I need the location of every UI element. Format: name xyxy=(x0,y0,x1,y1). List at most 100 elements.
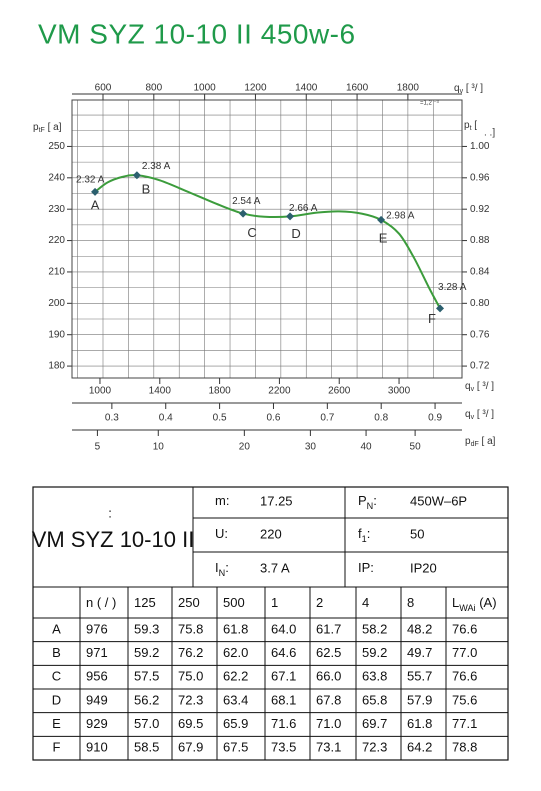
y-tick-label: 210 xyxy=(48,267,65,278)
spec-value: 450W–6P xyxy=(410,493,467,508)
table-cell: 59.2 xyxy=(362,645,387,660)
spec-label: f1: xyxy=(358,526,370,544)
y2-label-sub: t xyxy=(470,125,472,132)
title: VM SYZ 10-10 II 450w-6 xyxy=(38,18,356,49)
table-cell: 78.8 xyxy=(452,740,477,755)
column-header-main: 8 xyxy=(407,595,414,610)
operating-point xyxy=(377,215,386,224)
x-bottom-label-sub: v xyxy=(471,414,475,421)
x-bottom-label: pdF [ a] xyxy=(465,436,496,449)
x-bottom-tick-label: 0.9 xyxy=(428,413,442,424)
y2-tick-label: 0.84 xyxy=(470,267,490,278)
spec-label: U: xyxy=(215,526,228,541)
y2-label-rest: [ xyxy=(472,120,478,131)
y-label-sub: tF xyxy=(39,127,45,134)
table-cell: 75.8 xyxy=(178,621,203,636)
model-name: VM SYZ 10-10 II xyxy=(32,527,195,552)
table-frame xyxy=(32,486,509,761)
x-top-tick-label: 1400 xyxy=(295,83,318,94)
table-cell: 64.0 xyxy=(271,621,296,636)
spec-label: IP: xyxy=(358,560,374,575)
table-cell: 61.7 xyxy=(316,621,341,636)
table-cell: 77.0 xyxy=(452,645,477,660)
y-label: ptF [ a] xyxy=(33,122,62,135)
x-bottom-label-main: q xyxy=(465,409,471,420)
x-bottom-label-rest: [ ³/ ] xyxy=(474,381,494,392)
operating-point xyxy=(91,187,100,196)
y-tick-label: 240 xyxy=(48,172,65,183)
column-header: 250 xyxy=(178,595,200,610)
table-cell: 62.2 xyxy=(223,669,248,684)
x-top-note: =1,2 ⁻³ xyxy=(420,101,439,107)
operating-point xyxy=(132,171,141,180)
x-top-tick-label: 1000 xyxy=(194,83,217,94)
y-tick-label: 190 xyxy=(48,329,65,340)
y-tick-label: 200 xyxy=(48,298,65,309)
table-cell: 910 xyxy=(86,740,108,755)
y2-label-note: . .] xyxy=(484,128,495,139)
y2-tick-label: 0.80 xyxy=(470,298,490,309)
table-cell: 58.5 xyxy=(134,740,159,755)
x-bottom-tick-label: 3000 xyxy=(388,386,411,397)
x-bottom-tick-label: 0.4 xyxy=(159,413,173,424)
spec-label-sub: 1 xyxy=(362,534,367,544)
point-name: E xyxy=(379,230,388,245)
column-header-main: 2 xyxy=(316,595,323,610)
table-cell: 57.9 xyxy=(407,692,432,707)
point-current: 2.98 A xyxy=(386,211,415,222)
table-cell: 59.2 xyxy=(134,645,159,660)
column-header-main: n ( / ) xyxy=(86,595,116,610)
column-header: 4 xyxy=(362,595,369,610)
x-bottom-tick-label: 1400 xyxy=(149,386,172,397)
x-top-label-rest: [ ³/ ] xyxy=(463,83,483,94)
column-header: 125 xyxy=(134,595,156,610)
table-cell: 61.8 xyxy=(407,716,432,731)
table-cell: 75.6 xyxy=(452,692,477,707)
x-bottom-label: qv [ ³/ ] xyxy=(465,381,494,394)
table-cell: B xyxy=(52,645,61,660)
point-current: 2.66 A xyxy=(289,203,318,214)
x-bottom-tick-label: 0.6 xyxy=(267,413,281,424)
y2-tick-label: 0.96 xyxy=(470,172,490,183)
table-cell: F xyxy=(53,740,61,755)
x-bottom-tick-label: 20 xyxy=(239,442,251,453)
x-bottom-label-rest: [ ³/ ] xyxy=(474,409,494,420)
x-bottom-tick-label: 10 xyxy=(153,442,165,453)
table-cell: 67.8 xyxy=(316,692,341,707)
x-bottom-tick-label: 1000 xyxy=(89,386,112,397)
x-bottom-label-main: q xyxy=(465,381,471,392)
table-cell: 55.7 xyxy=(407,669,432,684)
table-cell: 69.7 xyxy=(362,716,387,731)
table-cell: 72.3 xyxy=(178,692,203,707)
y2-tick-label: 0.92 xyxy=(470,204,490,215)
table-cell: 971 xyxy=(86,645,108,660)
column-header: n ( / ) xyxy=(86,595,116,610)
x-bottom-tick-label: 1800 xyxy=(208,386,231,397)
x-bottom-label: qv [ ³/ ] xyxy=(465,409,494,422)
x-bottom-label-rest: [ a] xyxy=(479,436,496,447)
x-bottom-label-sub: dF xyxy=(471,441,479,448)
y2-tick-label: 0.72 xyxy=(470,361,490,372)
table-cell: 57.0 xyxy=(134,716,159,731)
table-cell: 71.0 xyxy=(316,716,341,731)
x-bottom-tick-label: 2200 xyxy=(268,386,291,397)
point-name: D xyxy=(291,226,300,241)
operating-point xyxy=(286,212,295,221)
table-cell: 76.2 xyxy=(178,645,203,660)
table-cell: 976 xyxy=(86,621,108,636)
spec-label-main: P xyxy=(358,493,367,508)
table-cell: 73.5 xyxy=(271,740,296,755)
table-cell: E xyxy=(52,716,61,731)
x-bottom-label-sub: v xyxy=(471,386,475,393)
x-top-tick-label: 1800 xyxy=(397,83,420,94)
spec-value: 220 xyxy=(260,526,282,541)
y-label-main: p xyxy=(33,122,39,133)
table-cell: A xyxy=(52,621,61,636)
table-cell: D xyxy=(52,692,61,707)
column-header: 1 xyxy=(271,595,278,610)
y-tick-label: 250 xyxy=(48,141,65,152)
x-bottom-tick-label: 30 xyxy=(305,442,317,453)
x-bottom-tick-label: 2600 xyxy=(328,386,351,397)
